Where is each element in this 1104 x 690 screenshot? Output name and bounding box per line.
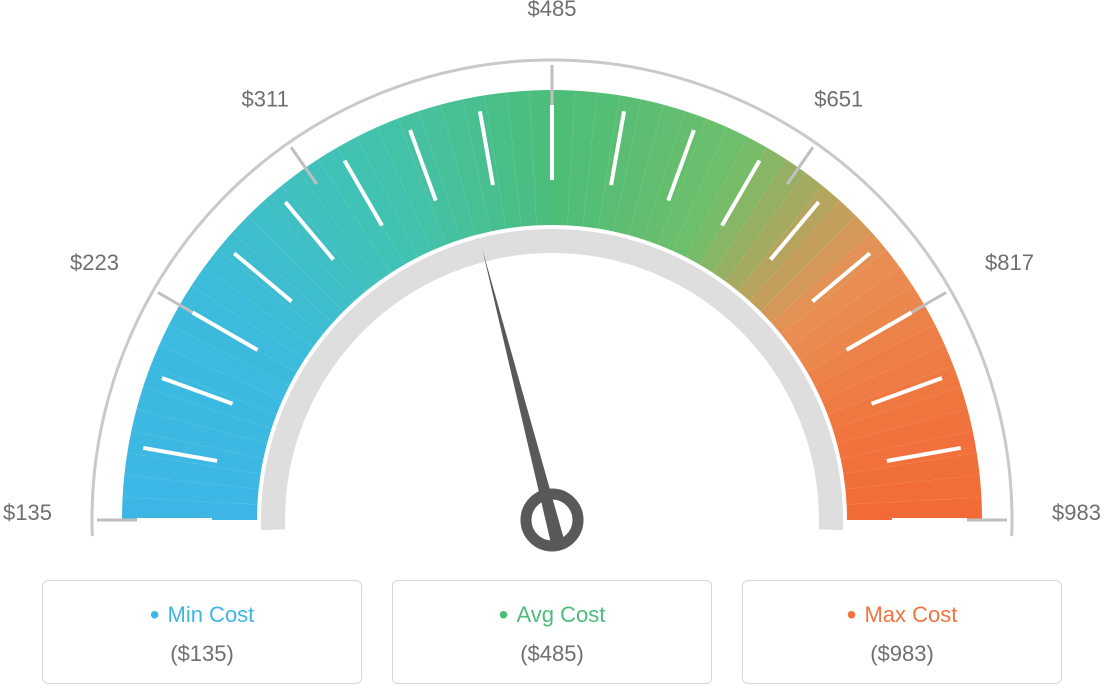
legend-value-avg: ($485)	[393, 641, 711, 667]
gauge-tick-label: $485	[528, 0, 577, 21]
gauge-tick-label: $223	[70, 250, 119, 275]
gauge-tick-label: $311	[242, 86, 289, 111]
legend-card-avg: Avg Cost ($485)	[392, 580, 712, 684]
legend-label-max: Max Cost	[743, 599, 1061, 631]
legend-row: Min Cost ($135) Avg Cost ($485) Max Cost…	[0, 580, 1104, 684]
gauge-tick-label: $817	[985, 250, 1034, 275]
legend-value-min: ($135)	[43, 641, 361, 667]
gauge-arc	[190, 158, 915, 521]
legend-card-min: Min Cost ($135)	[42, 580, 362, 684]
legend-value-max: ($983)	[743, 641, 1061, 667]
legend-label-min: Min Cost	[43, 599, 361, 631]
gauge-tick-label: $983	[1052, 500, 1101, 525]
gauge-tick-label: $651	[814, 86, 863, 111]
cost-gauge: $135 $223 $311 $485 $651 $817 $983	[0, 0, 1104, 560]
legend-label-avg: Avg Cost	[393, 599, 711, 631]
legend-card-max: Max Cost ($983)	[742, 580, 1062, 684]
gauge-tick-label: $135	[3, 500, 52, 525]
